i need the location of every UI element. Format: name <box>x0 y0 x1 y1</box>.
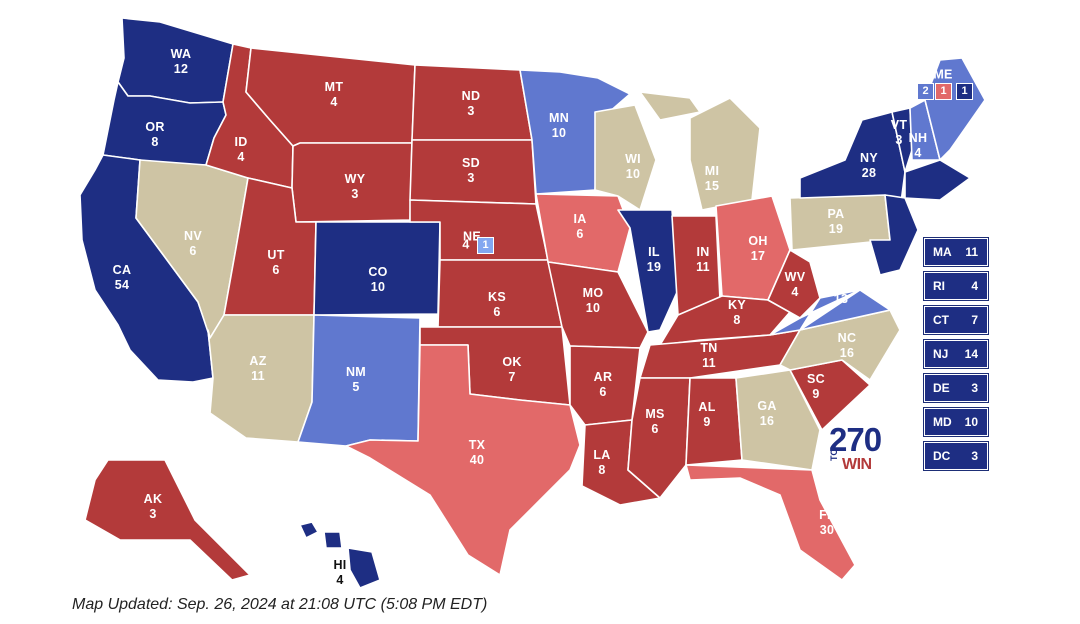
legend-box-nj[interactable]: NJ 14 <box>923 339 989 369</box>
state-shape-ks[interactable] <box>437 259 563 328</box>
logo-win: WIN <box>842 456 872 473</box>
legend-abbr: NJ <box>933 347 949 361</box>
legend-ev: 11 <box>965 245 978 259</box>
state-shape-fl[interactable] <box>685 464 856 581</box>
state-shape-il[interactable] <box>617 209 679 333</box>
legend-abbr: DC <box>933 449 951 463</box>
ne-district-box[interactable]: 1 <box>477 237 494 254</box>
me-cd1-box[interactable]: 1 <box>956 83 973 100</box>
logo-to: TO <box>829 448 839 461</box>
state-shape-ar[interactable] <box>569 345 641 426</box>
state-shape-ga[interactable] <box>735 369 821 471</box>
state-shape-ia[interactable] <box>535 193 631 273</box>
state-shape-mi[interactable] <box>639 91 761 211</box>
legend-ev: 14 <box>964 347 978 361</box>
state-shape-ak[interactable] <box>84 459 251 581</box>
legend-abbr: RI <box>933 279 945 293</box>
state-shape-wy[interactable] <box>291 142 413 223</box>
legend-box-ma[interactable]: MA 11 <box>923 237 989 267</box>
state-shape-al[interactable] <box>685 377 743 466</box>
legend-box-ct[interactable]: CT 7 <box>923 305 989 335</box>
state-shape-va[interactable] <box>769 289 891 336</box>
state-shape-wv[interactable] <box>767 249 821 319</box>
legend-box-de[interactable]: DE 3 <box>923 373 989 403</box>
state-shape-nm[interactable] <box>297 314 421 447</box>
legend-abbr: MA <box>933 245 952 259</box>
legend-ev: 3 <box>971 381 978 395</box>
legend-box-md[interactable]: MD 10 <box>923 407 989 437</box>
small-states-legend: MA 11 RI 4 CT 7 NJ 14 DE 3 MD 10 DC 3 <box>923 237 989 476</box>
state-shape-nd[interactable] <box>411 64 533 141</box>
legend-ev: 4 <box>971 279 978 293</box>
me-statewide-box[interactable]: 2 <box>917 83 934 100</box>
legend-ev: 7 <box>971 313 978 327</box>
me-cd2-box[interactable]: 1 <box>935 83 952 100</box>
state-shape-midatl[interactable] <box>869 194 919 276</box>
map-updated-note: Map Updated: Sep. 26, 2024 at 21:08 UTC … <box>72 596 488 613</box>
legend-box-ri[interactable]: RI 4 <box>923 271 989 301</box>
legend-ev: 10 <box>964 415 978 429</box>
legend-abbr: MD <box>933 415 952 429</box>
legend-abbr: DE <box>933 381 950 395</box>
legend-abbr: CT <box>933 313 949 327</box>
state-shape-hi[interactable] <box>299 521 381 589</box>
logo-number: 270 <box>829 421 882 458</box>
state-shape-tx[interactable] <box>345 344 581 576</box>
legend-box-dc[interactable]: DC 3 <box>923 441 989 471</box>
state-shape-az[interactable] <box>207 314 315 443</box>
state-shape-ne-corner[interactable] <box>904 159 971 201</box>
state-shape-wi[interactable] <box>594 104 657 211</box>
state-shape-sd[interactable] <box>409 139 537 205</box>
state-shape-wa[interactable] <box>117 17 234 104</box>
state-shape-co[interactable] <box>313 221 441 316</box>
legend-ev: 3 <box>971 449 978 463</box>
270towin-logo: 270 TO WIN <box>829 423 899 479</box>
